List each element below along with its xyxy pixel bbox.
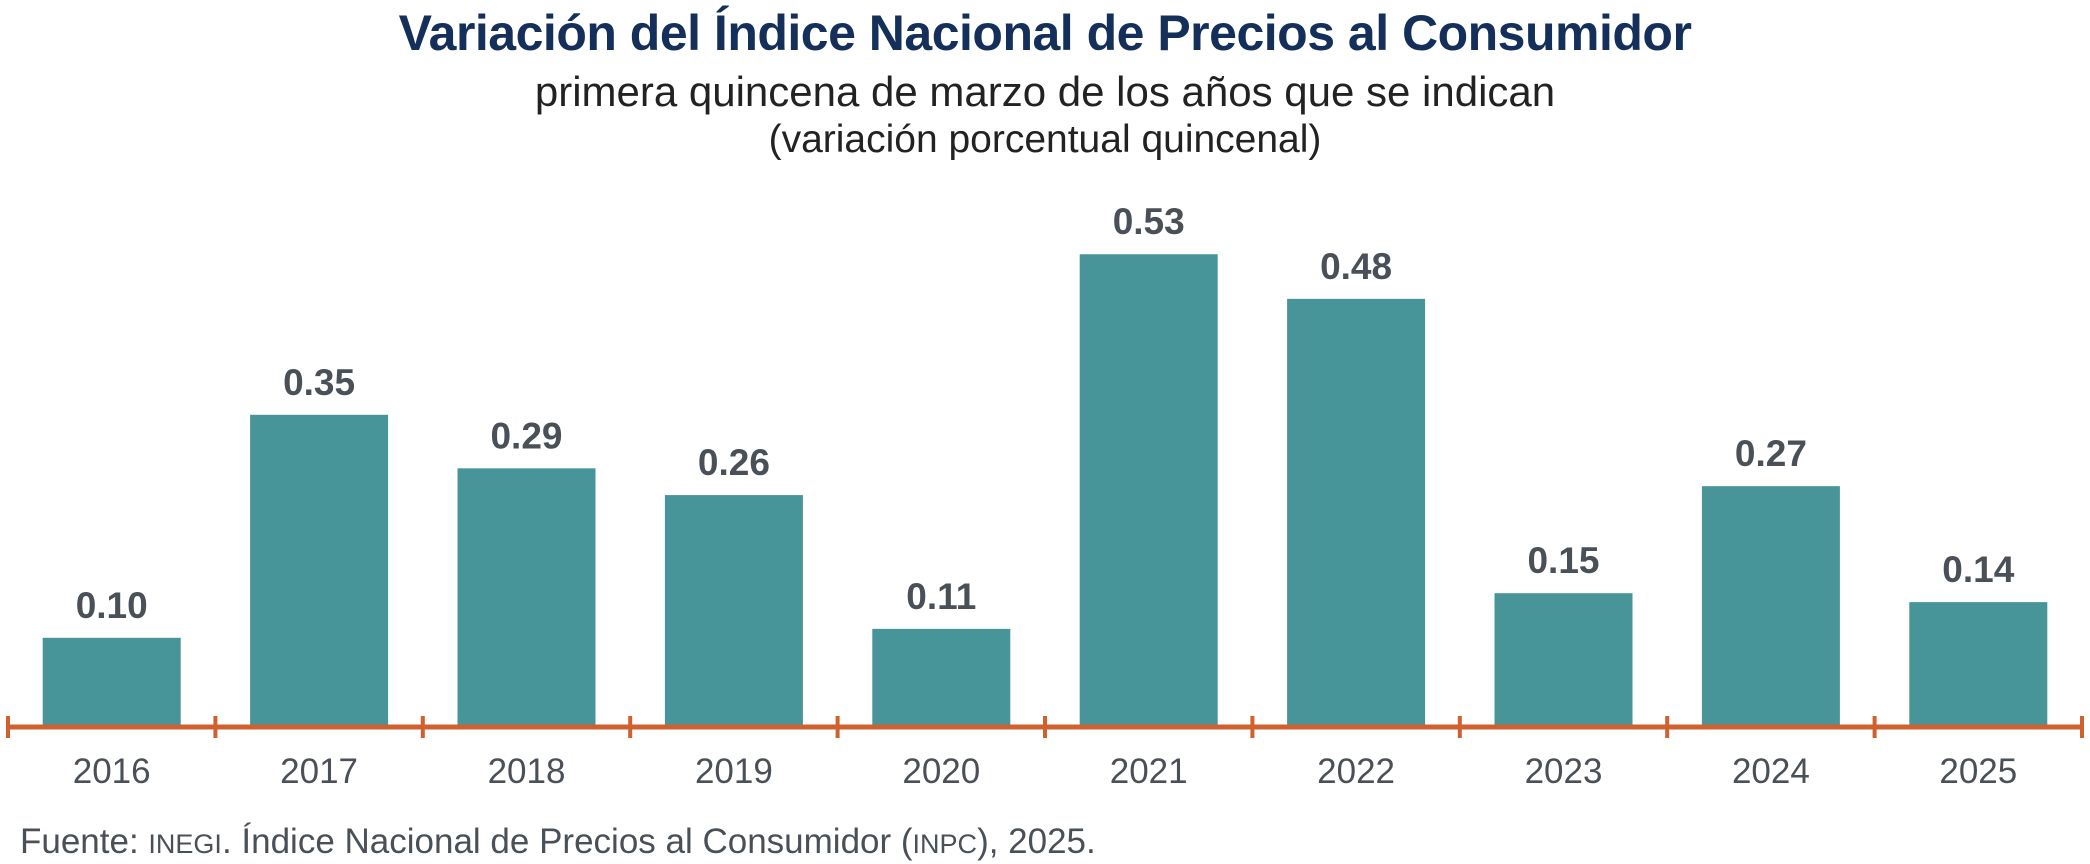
source-note: Fuente: INEGI. Índice Nacional de Precio… (20, 822, 1096, 861)
value-label-2022: 0.48 (1320, 246, 1392, 287)
value-label-2021: 0.53 (1113, 201, 1185, 242)
bar-2025 (1909, 602, 2048, 727)
bar-2021 (1079, 254, 1218, 728)
chart-unit-label: (variación porcentual quincenal) (768, 118, 1322, 161)
bar-2022 (1287, 298, 1426, 727)
x-tick-label-2020: 2020 (902, 752, 980, 791)
chart-subtitle: primera quincena de marzo de los años qu… (534, 68, 1556, 115)
value-label-2018: 0.29 (490, 415, 562, 456)
value-label-2020: 0.11 (906, 576, 976, 617)
bar-2016 (42, 637, 181, 727)
x-tick-label-2023: 2023 (1525, 752, 1603, 791)
value-label-2016: 0.10 (76, 585, 148, 626)
x-tick-label-2022: 2022 (1317, 752, 1395, 791)
bar-2018 (457, 468, 596, 727)
x-tick-label-2021: 2021 (1110, 752, 1188, 791)
x-tick-label-2025: 2025 (1939, 752, 2017, 791)
x-tick-label-2019: 2019 (695, 752, 773, 791)
source-org: INEGI (148, 829, 222, 859)
x-tick-label-2018: 2018 (488, 752, 566, 791)
value-label-2019: 0.26 (698, 442, 770, 483)
value-label-2025: 0.14 (1942, 549, 2014, 590)
x-tick-label-2024: 2024 (1732, 752, 1810, 791)
chart-title: Variación del Índice Nacional de Precios… (398, 5, 1692, 61)
bar-2024 (1701, 486, 1840, 727)
x-tick-label-2016: 2016 (73, 752, 151, 791)
value-label-2017: 0.35 (283, 362, 355, 403)
bar-2023 (1494, 593, 1633, 727)
bar-2019 (664, 495, 803, 727)
source-abbr: INPC (912, 829, 978, 859)
value-label-2023: 0.15 (1527, 540, 1599, 581)
value-label-2024: 0.27 (1735, 433, 1807, 474)
bar-2020 (872, 628, 1011, 727)
x-tick-label-2017: 2017 (280, 752, 358, 791)
bar-2017 (250, 414, 389, 727)
